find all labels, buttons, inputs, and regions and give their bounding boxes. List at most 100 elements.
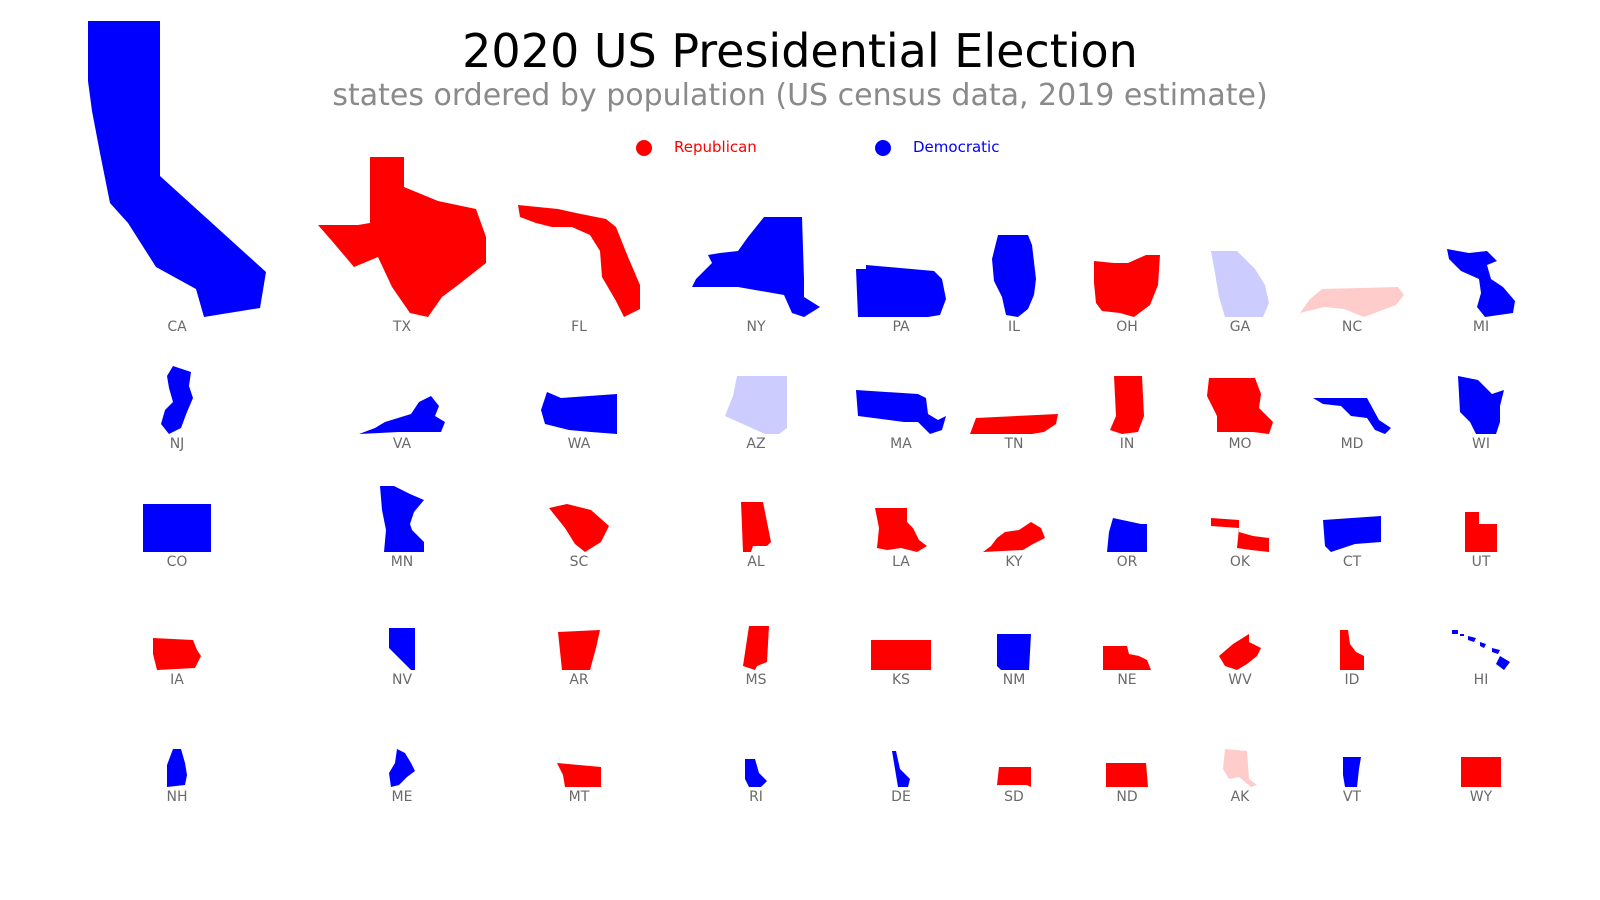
state-label-in: IN (1120, 436, 1135, 452)
state-shape-ut (1465, 512, 1497, 552)
state-shape-ga (1211, 251, 1269, 317)
state-shape-tx (318, 157, 486, 317)
state-label-wa: WA (568, 436, 591, 452)
state-label-wv: WV (1228, 672, 1252, 688)
state-shape-ny (692, 217, 820, 317)
state-label-fl: FL (571, 319, 587, 335)
state-label-ri: RI (749, 789, 763, 805)
state-shape-wy (1461, 757, 1501, 787)
state-label-ny: NY (746, 319, 765, 335)
state-label-ms: MS (746, 672, 767, 688)
state-shape-nc (1300, 287, 1404, 317)
state-label-sd: SD (1004, 789, 1024, 805)
state-shape-ar (558, 630, 600, 670)
state-shape-id (1340, 630, 1364, 670)
state-label-wy: WY (1470, 789, 1493, 805)
state-label-hi: HI (1474, 672, 1489, 688)
state-shape-az (725, 376, 787, 434)
state-shape-nd (1106, 763, 1148, 787)
state-shape-va (359, 396, 445, 434)
state-shape-al (741, 502, 771, 552)
state-shape-pa (856, 265, 946, 317)
state-label-al: AL (747, 554, 765, 570)
state-label-nm: NM (1003, 672, 1026, 688)
state-label-pa: PA (892, 319, 910, 335)
state-label-ga: GA (1230, 319, 1251, 335)
state-label-ne: NE (1117, 672, 1136, 688)
state-label-ak: AK (1231, 789, 1251, 805)
state-shape-ok (1211, 518, 1269, 552)
state-label-nh: NH (167, 789, 188, 805)
state-shape-md (1313, 398, 1391, 434)
state-label-wi: WI (1472, 436, 1490, 452)
state-shape-ri (745, 759, 767, 787)
state-shape-co (143, 504, 211, 552)
state-label-nc: NC (1342, 319, 1362, 335)
state-label-or: OR (1117, 554, 1138, 570)
state-label-ca: CA (167, 319, 187, 335)
state-label-vt: VT (1343, 789, 1362, 805)
state-label-oh: OH (1116, 319, 1138, 335)
state-shape-vt (1343, 757, 1361, 787)
state-shape-mt (557, 763, 601, 787)
state-shape-sd (997, 767, 1031, 787)
state-label-ma: MA (890, 436, 912, 452)
state-label-ky: KY (1005, 554, 1023, 570)
state-shape-mn (380, 486, 424, 552)
legend-dot-republican (636, 140, 652, 156)
state-label-mi: MI (1473, 319, 1489, 335)
state-shape-de (892, 751, 910, 787)
state-shape-mi (1447, 249, 1515, 317)
state-shape-hi (1452, 630, 1510, 670)
state-shape-ma (856, 390, 946, 434)
state-shape-ia (153, 638, 201, 670)
state-labels: CA TX FL NY PA IL OH GA NC MI NJ VA WA AZ MA TN IN MO MD WI… (167, 319, 1493, 805)
state-label-de: DE (891, 789, 911, 805)
state-shape-nm (997, 634, 1031, 670)
state-shape-ak (1223, 749, 1257, 787)
state-shape-me (389, 749, 415, 787)
legend-label-republican: Republican (674, 138, 757, 156)
state-shape-in (1110, 376, 1144, 434)
state-shape-la (875, 508, 927, 552)
state-label-mn: MN (391, 554, 414, 570)
state-shape-wi (1458, 376, 1504, 434)
state-label-la: LA (892, 554, 910, 570)
state-shape-nh (167, 749, 187, 787)
state-label-ar: AR (569, 672, 589, 688)
state-shape-wa (541, 392, 617, 434)
state-label-az: AZ (746, 436, 765, 452)
state-label-va: VA (393, 436, 412, 452)
state-label-nd: ND (1116, 789, 1137, 805)
chart-title: 2020 US Presidential Election (462, 24, 1138, 78)
state-label-nj: NJ (170, 436, 185, 452)
state-shape-or (1107, 518, 1147, 552)
state-shape-ca (88, 21, 266, 317)
state-shape-ne (1103, 646, 1151, 670)
state-label-ks: KS (892, 672, 910, 688)
state-label-nv: NV (392, 672, 412, 688)
state-label-il: IL (1008, 319, 1020, 335)
state-shape-wv (1219, 634, 1261, 670)
state-label-mo: MO (1228, 436, 1251, 452)
legend-label-democratic: Democratic (913, 138, 1000, 156)
legend-dot-democratic (875, 140, 891, 156)
state-label-ok: OK (1230, 554, 1251, 570)
state-shape-ms (743, 626, 769, 670)
state-label-md: MD (1341, 436, 1364, 452)
state-shape-nv (389, 628, 415, 670)
state-shapes (88, 21, 1515, 787)
state-shape-nj (161, 366, 193, 434)
state-label-ut: UT (1472, 554, 1491, 570)
state-shape-sc (549, 504, 609, 552)
state-shape-tn (970, 414, 1058, 434)
state-label-mt: MT (569, 789, 590, 805)
chart-subtitle: states ordered by population (US census … (332, 78, 1268, 113)
state-label-id: ID (1345, 672, 1360, 688)
state-shape-ky (983, 522, 1045, 552)
state-shape-il (992, 235, 1036, 317)
state-label-sc: SC (570, 554, 589, 570)
state-label-tx: TX (392, 319, 412, 335)
state-shape-mo (1207, 378, 1273, 434)
state-shape-ks (871, 640, 931, 670)
